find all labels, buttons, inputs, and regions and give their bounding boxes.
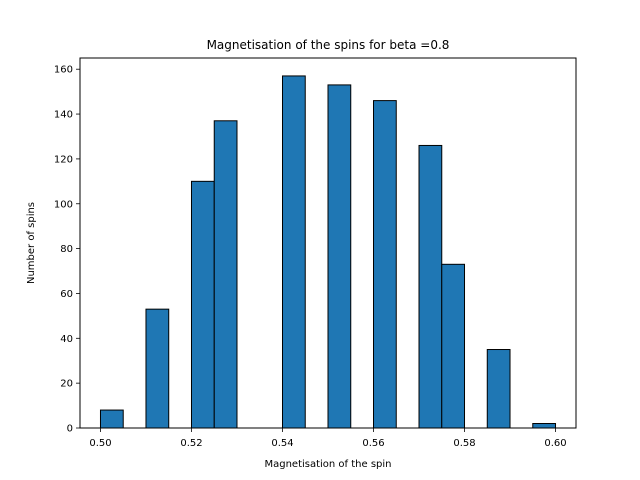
histogram-bar xyxy=(99,409,124,429)
y-tick-label: 60 xyxy=(60,289,73,300)
y-tick-label: 40 xyxy=(60,334,73,345)
histogram-bar xyxy=(441,263,466,429)
y-axis-ticks: 0 20 40 60 80 100 120 140 160 xyxy=(54,65,80,435)
x-tick-label: 0.56 xyxy=(362,438,384,449)
y-tick-label: 140 xyxy=(54,110,73,121)
y-tick-label: 0 xyxy=(67,424,73,435)
histogram-bar xyxy=(373,100,397,429)
histogram-bar xyxy=(213,120,238,429)
x-tick-label: 0.58 xyxy=(453,438,475,449)
y-tick-label: 20 xyxy=(60,379,73,390)
x-axis-ticks: 0.50 0.52 0.54 0.56 0.58 0.60 xyxy=(89,428,567,449)
histogram-bar xyxy=(145,308,170,429)
histogram-bar xyxy=(327,84,352,429)
y-tick-label: 80 xyxy=(60,244,73,255)
y-axis-label: Number of spins xyxy=(26,202,37,284)
histogram-bar xyxy=(486,349,511,429)
y-tick-label: 120 xyxy=(54,154,73,165)
x-tick-label: 0.54 xyxy=(271,438,293,449)
histogram-bar xyxy=(281,75,306,429)
bars-group xyxy=(99,75,557,429)
histogram-bar xyxy=(532,423,557,429)
x-tick-label: 0.60 xyxy=(544,438,566,449)
x-axis-label: Magnetisation of the spin xyxy=(264,459,391,470)
histogram-bar xyxy=(418,144,443,429)
y-tick-label: 100 xyxy=(54,199,73,210)
x-tick-label: 0.50 xyxy=(89,438,111,449)
plot-frame xyxy=(79,57,577,429)
y-tick-label: 160 xyxy=(54,65,73,76)
chart-title: Magnetisation of the spins for beta =0.8 xyxy=(207,38,450,52)
x-tick-label: 0.52 xyxy=(180,438,202,449)
histogram-bar xyxy=(190,180,215,429)
